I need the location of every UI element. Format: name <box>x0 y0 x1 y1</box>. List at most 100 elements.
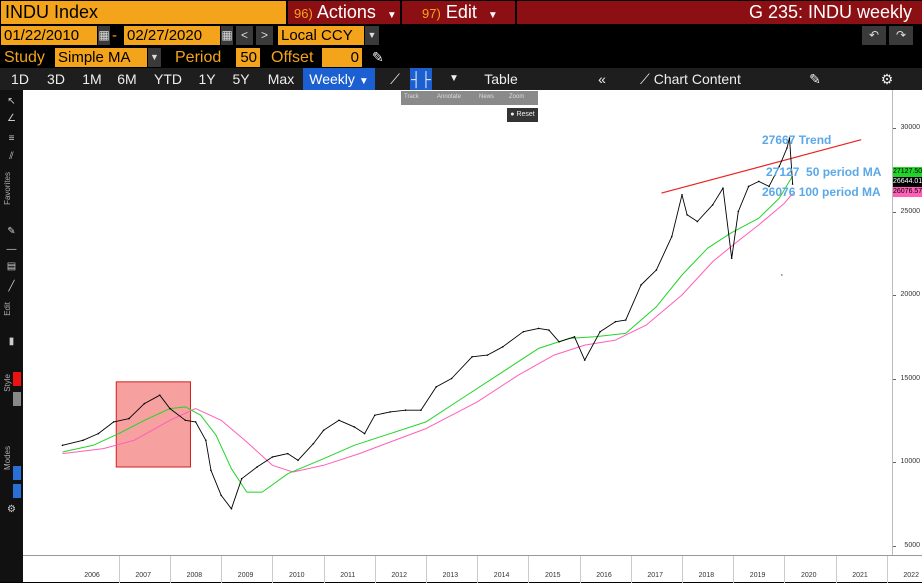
x-tick-separator <box>426 556 427 583</box>
zoom-tool[interactable]: Zoom <box>509 94 524 100</box>
data-point-price <box>640 284 642 286</box>
data-point-price <box>584 359 586 361</box>
price-last-value: 26644.01 <box>893 177 922 187</box>
data-point-price <box>686 214 688 216</box>
data-point-price <box>231 508 233 510</box>
settings-icon[interactable]: ⚙ <box>3 503 20 517</box>
study-select[interactable]: Simple MA <box>55 48 147 67</box>
data-point-price <box>471 356 473 358</box>
x-tick-label: 2012 <box>391 572 407 579</box>
period-1m[interactable]: 1M <box>76 68 108 90</box>
data-point-price <box>98 433 100 435</box>
chevron-down-icon[interactable]: ▼ <box>148 48 161 67</box>
calendar-icon[interactable]: ▦ <box>98 26 110 45</box>
mode-icon[interactable] <box>13 466 21 480</box>
reset-icon: ● <box>510 111 514 118</box>
layers-icon[interactable]: ▤ <box>3 260 20 274</box>
fib-icon[interactable]: ≡ <box>3 132 20 146</box>
data-point-price <box>374 414 376 416</box>
chart-content-button[interactable]: ⟋ Chart Content <box>640 68 760 90</box>
mode-icon[interactable] <box>13 484 21 498</box>
hline-icon[interactable]: — <box>3 243 20 257</box>
undo-icon[interactable]: ↶ <box>862 26 886 45</box>
annotate-tool[interactable]: Annotate <box>437 94 461 100</box>
price-chart[interactable] <box>23 90 892 555</box>
frequency-select[interactable]: Weekly ▼ <box>303 68 375 90</box>
reset-button[interactable]: ● Reset <box>507 108 538 122</box>
redo-icon[interactable]: ↷ <box>889 26 913 45</box>
ticker-field[interactable]: INDU Index <box>1 1 286 24</box>
x-tick-label: 2021 <box>852 572 868 579</box>
period-5y[interactable]: 5Y <box>226 68 256 90</box>
pencil-icon[interactable]: ✎ <box>372 48 384 67</box>
data-point-price <box>297 460 299 462</box>
data-point-price <box>338 419 340 421</box>
data-point-price <box>722 187 724 189</box>
period-input[interactable]: 50 <box>236 48 260 67</box>
offset-input[interactable]: 0 <box>322 48 362 67</box>
draw-line-icon[interactable]: ∠ <box>3 112 20 126</box>
pen-icon[interactable]: ╱ <box>3 280 20 294</box>
y-tick-mark <box>893 379 896 380</box>
chevron-down-icon[interactable]: ▼ <box>444 68 464 90</box>
line-style-icon[interactable] <box>13 392 21 406</box>
data-point-price <box>272 456 274 458</box>
x-tick-label: 2016 <box>596 572 612 579</box>
prev-period-button[interactable]: < <box>236 26 253 45</box>
collapse-icon[interactable]: « <box>592 68 612 90</box>
data-point-price <box>435 386 437 388</box>
data-point-price <box>574 336 576 338</box>
x-tick-separator <box>170 556 171 583</box>
data-point-price <box>681 194 683 196</box>
y-tick-mark <box>893 546 896 547</box>
gear-icon[interactable]: ⚙ <box>876 68 898 90</box>
data-point-price <box>558 341 560 343</box>
offset-label: Offset <box>271 48 313 67</box>
y-tick-mark <box>893 295 896 296</box>
period-ytd[interactable]: YTD <box>148 68 188 90</box>
brush-icon[interactable]: ✎ <box>3 225 20 239</box>
data-point-price <box>220 495 222 497</box>
edit-menu-number: 97) <box>422 6 441 21</box>
chart-tool-strip: Track Annotate News Zoom <box>401 91 538 105</box>
modes-label: Modes <box>3 446 12 470</box>
y-tick-label: 30000 <box>901 124 920 131</box>
period-3d[interactable]: 3D <box>40 68 72 90</box>
calendar-icon[interactable]: ▦ <box>221 26 233 45</box>
line-chart-icon[interactable]: ⟋ <box>384 68 406 90</box>
date-separator: - <box>112 26 117 45</box>
actions-menu[interactable]: 96) Actions ▼ <box>288 1 400 24</box>
next-period-button[interactable]: > <box>256 26 273 45</box>
data-point-price <box>169 408 171 410</box>
currency-select[interactable]: Local CCY <box>278 26 364 45</box>
bar-chart-icon[interactable]: ┤├ <box>410 68 432 90</box>
news-tool[interactable]: News <box>479 94 494 100</box>
trash-icon[interactable]: ▮ <box>3 335 20 349</box>
edit-menu[interactable]: 97) Edit ▼ <box>402 1 515 24</box>
ma50-last-value: 27127.50 <box>893 167 922 177</box>
chevron-down-icon[interactable]: ▼ <box>365 26 379 45</box>
edit-icon[interactable]: ✎ <box>804 68 826 90</box>
chart-area[interactable] <box>23 90 892 555</box>
end-date-input[interactable]: 02/27/2020 <box>124 26 220 45</box>
table-button[interactable]: Table <box>472 68 530 90</box>
x-tick-separator <box>682 556 683 583</box>
chart-icon: ⟋ <box>640 71 650 87</box>
x-tick-label: 2020 <box>801 572 817 579</box>
data-point-price <box>615 321 617 323</box>
period-6m[interactable]: 6M <box>111 68 143 90</box>
cursor-icon[interactable]: ↖ <box>3 95 20 109</box>
data-point-price <box>522 331 524 333</box>
track-tool[interactable]: Track <box>404 94 419 100</box>
y-tick-mark <box>893 128 896 129</box>
data-point-price <box>241 478 243 480</box>
channel-icon[interactable]: ⫽ <box>3 150 20 164</box>
data-point-price <box>159 394 161 396</box>
period-1d[interactable]: 1D <box>4 68 36 90</box>
period-max[interactable]: Max <box>262 68 300 90</box>
period-1y[interactable]: 1Y <box>192 68 222 90</box>
data-point-price <box>313 443 315 445</box>
start-date-input[interactable]: 01/22/2010 <box>1 26 97 45</box>
color-swatch-red[interactable] <box>13 372 21 386</box>
